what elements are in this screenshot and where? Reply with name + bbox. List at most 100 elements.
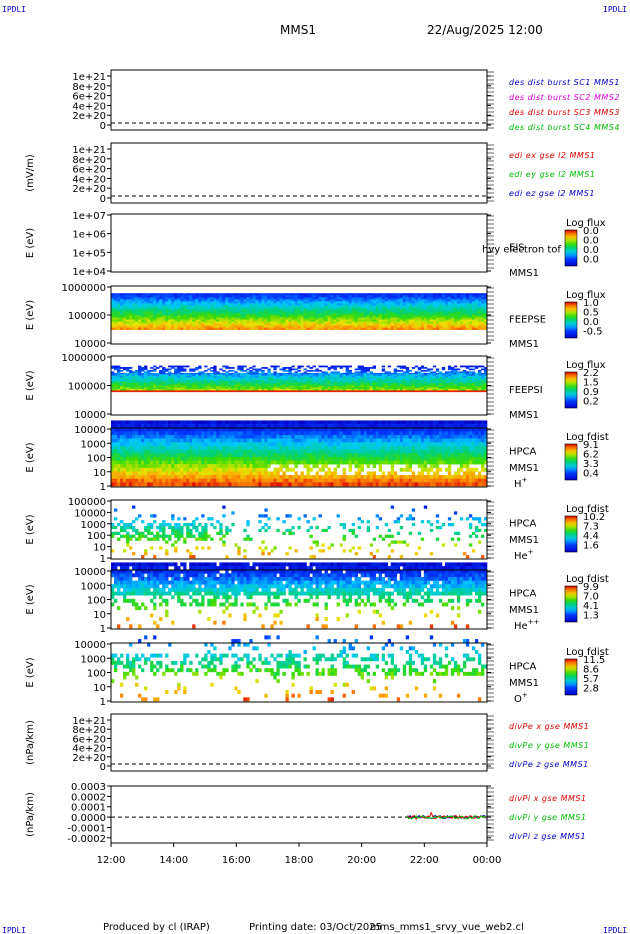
- spectrogram-cell: [300, 381, 304, 384]
- spectrogram-cell: [168, 420, 172, 425]
- spectrogram-cell: [366, 377, 370, 379]
- spectrogram-cell: [345, 309, 349, 312]
- spectrogram-cell: [252, 374, 256, 377]
- spectrogram-cell: [177, 372, 181, 375]
- spectrogram-cell: [162, 384, 166, 387]
- spectrogram-cell: [156, 295, 160, 298]
- spectrogram-cell: [156, 374, 160, 377]
- spectrogram-cell: [333, 367, 337, 369]
- spectrogram-cell: [306, 374, 310, 377]
- spectrogram-cell: [336, 371, 340, 374]
- spectrogram-cell: [204, 293, 208, 296]
- spectrogram-cell: [150, 384, 154, 387]
- spectrogram-cell: [414, 299, 419, 302]
- spectrogram-cell: [276, 297, 280, 300]
- spectrogram-cell: [348, 327, 352, 330]
- spectrogram-cell: [270, 301, 274, 304]
- spectrogram-cell: [189, 378, 193, 381]
- spectrogram-cell: [345, 365, 349, 368]
- spectrogram-cell: [135, 321, 139, 324]
- spectrogram-cell: [159, 390, 163, 393]
- spectrogram-cell: [144, 378, 148, 381]
- corner-label-top-left: IPDLI: [2, 5, 26, 14]
- spectrogram-cell: [342, 295, 346, 298]
- spectrogram-cell: [150, 313, 154, 316]
- spectrogram-cell: [186, 442, 190, 447]
- spectrogram-cell: [174, 295, 178, 298]
- spectrogram-cell: [231, 307, 235, 310]
- spectrogram-cell: [447, 313, 452, 316]
- spectrogram-cell: [285, 372, 289, 375]
- spectrogram-cell: [306, 325, 310, 328]
- spectrogram-cell: [150, 372, 154, 375]
- spectrogram-cell: [150, 460, 154, 465]
- spectrogram-cell: [153, 442, 157, 447]
- spectrogram-cell: [237, 323, 241, 326]
- spectrogram-cell: [330, 319, 334, 322]
- spectrogram-cell: [228, 387, 232, 390]
- spectrogram-cell: [405, 390, 410, 393]
- spectrogram-cell: [120, 431, 124, 436]
- spectrogram-cell: [414, 374, 419, 377]
- spectrogram-cell: [129, 453, 133, 458]
- spectrogram-cell: [345, 390, 349, 393]
- spectrogram-cell: [120, 323, 124, 326]
- spectrogram-cell: [273, 293, 277, 296]
- spectrogram-cell: [348, 375, 352, 378]
- spectrogram-cell: [171, 301, 175, 304]
- spectrogram-cell: [234, 377, 238, 379]
- spectrogram-cell: [333, 383, 337, 385]
- spectrogram-cell: [474, 381, 479, 384]
- spectrogram-cell: [117, 371, 121, 374]
- spectrogram-cell: [126, 301, 130, 304]
- spectrogram-cell: [294, 297, 298, 300]
- spectrogram-cell: [294, 317, 298, 320]
- spectrogram-cell: [375, 323, 380, 326]
- spectrogram-cell: [345, 295, 349, 298]
- spectrogram-cell: [243, 385, 247, 388]
- spectrogram-cell: [357, 295, 361, 298]
- spectrogram-cell: [126, 442, 130, 447]
- spectrogram-cell: [291, 317, 295, 320]
- spectrogram-cell: [363, 377, 367, 379]
- spectrogram-cell: [150, 301, 154, 304]
- spectrogram-cell: [240, 374, 244, 377]
- spectrogram-cell: [444, 293, 449, 296]
- spectrogram-cell: [219, 378, 223, 381]
- spectrogram-cell: [204, 313, 208, 316]
- spectrogram-cell: [198, 383, 202, 385]
- spectrogram-cell: [273, 327, 277, 330]
- spectrogram-cell: [342, 305, 346, 308]
- spectrogram-cell: [276, 374, 280, 377]
- spectrogram-cell: [123, 383, 127, 385]
- spectrogram-cell: [165, 374, 169, 377]
- spectrogram-cell: [444, 295, 449, 298]
- spectrogram-cell: [471, 385, 476, 388]
- spectrogram-cell: [327, 305, 331, 308]
- spectrogram-cell: [141, 453, 145, 458]
- spectrogram-cell: [207, 381, 211, 384]
- spectrogram-cell: [189, 431, 193, 436]
- corner-label-top-right: IPDLI: [603, 5, 627, 14]
- spectrogram-cell: [381, 307, 386, 310]
- spectrogram-cell: [327, 390, 331, 393]
- spectrogram-cell: [192, 456, 196, 461]
- spectrogram-cell: [330, 299, 334, 302]
- spectrogram-cell: [471, 307, 476, 310]
- spectrogram-cell: [147, 482, 151, 487]
- spectrogram-cell: [255, 388, 259, 391]
- spectrogram-cell: [144, 375, 148, 378]
- spectrogram-cell: [423, 307, 428, 310]
- spectrogram-cell: [480, 374, 485, 377]
- spectrogram-cell: [480, 301, 485, 304]
- spectrogram-cell: [267, 369, 271, 372]
- spectrogram-cell: [114, 293, 118, 296]
- spectrogram-cell: [312, 327, 316, 330]
- spectrogram-cell: [159, 327, 163, 330]
- spectrogram-cell: [216, 303, 220, 306]
- spectrogram-cell: [441, 380, 446, 382]
- spectrogram-cell: [453, 307, 458, 310]
- spectrogram-cell: [447, 301, 452, 304]
- spectrogram-cell: [192, 301, 196, 304]
- spectrogram-cell: [354, 307, 358, 310]
